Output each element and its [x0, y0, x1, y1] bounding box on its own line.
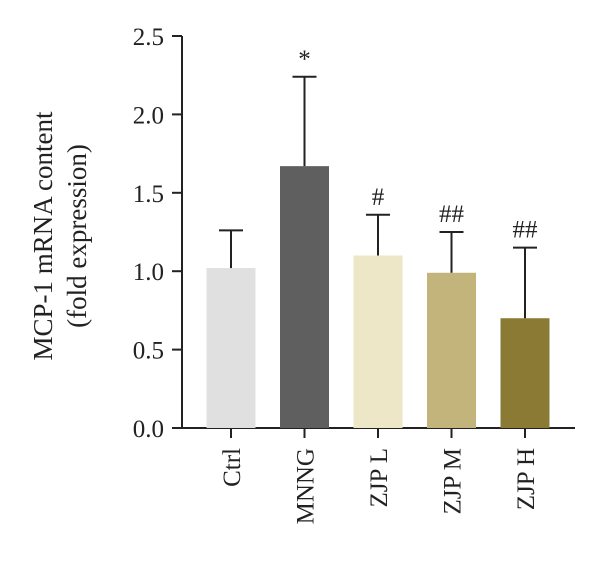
- y-tick-label: 2.5: [133, 24, 164, 51]
- y-axis-title-line-1: MCP-1 mRNA content: [28, 111, 58, 361]
- significance-mark: ##: [513, 217, 539, 244]
- y-axis: 0.0 0.5 1.0 1.5 2.0 2.5: [133, 24, 183, 443]
- y-axis-title-line-2: (fold expression): [62, 144, 92, 328]
- x-tick-label: MNNG: [293, 448, 320, 524]
- x-tick-labels: Ctrl MNNG ZJP L ZJP M ZJP H: [219, 448, 540, 524]
- bar-mnng: [280, 166, 329, 429]
- x-tick-label: Ctrl: [219, 448, 246, 487]
- x-tick-label: ZJP H: [513, 448, 540, 510]
- x-tick-label: ZJP L: [366, 448, 393, 508]
- error-bars: [219, 75, 537, 319]
- y-tick-label: 1.5: [133, 181, 164, 208]
- y-tick-label: 1.0: [133, 259, 164, 286]
- significance-mark: *: [298, 46, 311, 73]
- significance-mark: #: [372, 184, 385, 211]
- bars: [206, 166, 550, 429]
- y-tick-label: 2.0: [133, 102, 164, 129]
- significance-annotations: *#####: [298, 46, 538, 244]
- bar-ctrl: [206, 268, 256, 428]
- bar-zjp-m: [427, 272, 476, 428]
- y-tick-label: 0.5: [133, 338, 164, 365]
- x-tick-label: ZJP M: [440, 448, 467, 514]
- x-axis: [182, 427, 575, 438]
- y-tick-label: 0.0: [133, 416, 164, 443]
- significance-mark: ##: [439, 201, 465, 228]
- bar-zjp-h: [500, 318, 550, 428]
- bar-zjp-l: [353, 255, 403, 428]
- y-axis-title: MCP-1 mRNA content (fold expression): [28, 111, 92, 361]
